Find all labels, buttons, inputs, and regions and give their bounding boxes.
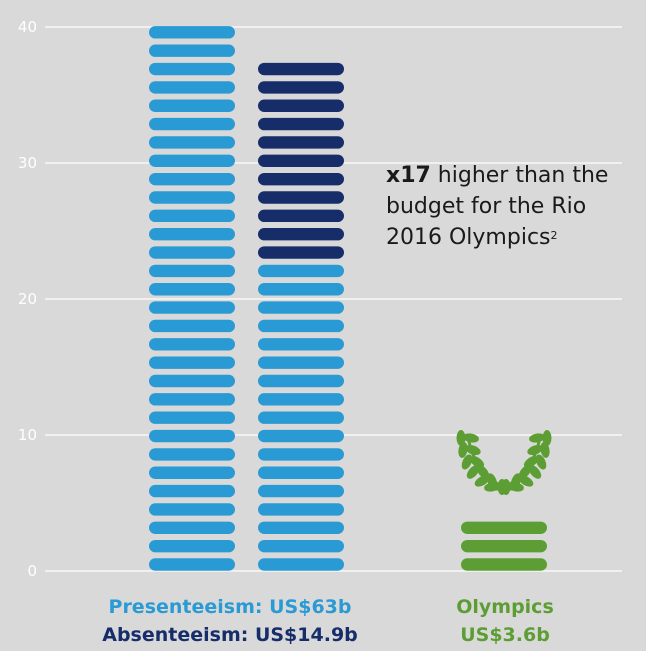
- bar-segment: [149, 172, 235, 186]
- bar-segment: [149, 283, 235, 296]
- presenteeism-label: Presenteeism: US$63b: [108, 596, 352, 618]
- bar-segment: [149, 26, 235, 39]
- bar-segment: [149, 429, 235, 443]
- absenteeism-label: Absenteeism: US$14.9b: [102, 624, 358, 646]
- olympics-value-label: US$3.6b: [460, 624, 550, 646]
- bar-segment: [149, 448, 235, 461]
- bar-segment: [258, 503, 344, 516]
- bar-segment: [258, 301, 344, 314]
- bar-segment: [258, 264, 344, 278]
- bar-segment: [258, 539, 344, 553]
- bar-segment: [149, 264, 235, 278]
- bar-segment: [258, 319, 344, 333]
- bar-segment: [149, 393, 235, 406]
- bar-segment: [149, 558, 235, 571]
- bar-segment: [258, 246, 344, 259]
- bar-segment: [149, 539, 235, 553]
- y-tick-label: 10: [18, 426, 37, 444]
- annotation-bold: x17: [386, 163, 431, 188]
- bar-segment: [258, 466, 344, 479]
- bar-segment: [149, 191, 235, 204]
- bar-segment: [149, 503, 235, 516]
- bar-segment: [258, 136, 344, 149]
- bar-segment: [258, 81, 344, 94]
- bar-segment: [149, 228, 235, 241]
- bar-segment: [258, 172, 344, 186]
- bar-segment: [461, 521, 547, 534]
- bar-segment: [258, 411, 344, 424]
- laurel-wreath-icon: [456, 430, 552, 495]
- bar-segment: [461, 539, 547, 553]
- y-tick-label: 30: [18, 154, 37, 172]
- bar-segment: [258, 154, 344, 167]
- bar-segment: [149, 44, 235, 57]
- bar-segment: [258, 117, 344, 131]
- bar-segment: [461, 558, 547, 571]
- bar-segment: [149, 301, 235, 314]
- bar-segment: [149, 117, 235, 131]
- olympics-label: Olympics: [456, 596, 554, 618]
- presenteeism-bar: [149, 26, 235, 571]
- bar-segment: [149, 62, 235, 76]
- bar-segment: [258, 99, 344, 112]
- bar-segment: [258, 521, 344, 534]
- y-tick-label: 40: [18, 18, 37, 36]
- bar-segment: [258, 374, 344, 388]
- bar-segment: [149, 209, 235, 223]
- bar-segment: [258, 558, 344, 571]
- bar-segment: [149, 411, 235, 424]
- y-tick-label: 0: [27, 562, 37, 580]
- bar-segment: [149, 356, 235, 369]
- bar-segment: [149, 338, 235, 351]
- bar-segment: [258, 191, 344, 204]
- bar-segment: [149, 374, 235, 388]
- bar-segment: [149, 246, 235, 259]
- absenteeism-bar: [258, 62, 344, 571]
- bar-segment: [149, 319, 235, 333]
- bar-segment: [258, 209, 344, 223]
- bar-segment: [258, 429, 344, 443]
- bar-segment: [149, 136, 235, 149]
- bar-segment: [149, 521, 235, 534]
- bar-segment: [258, 283, 344, 296]
- olympics-bar: [461, 521, 547, 571]
- bar-segment: [149, 99, 235, 112]
- bar-segment: [258, 62, 344, 76]
- bar-segment: [149, 154, 235, 167]
- bar-segment: [258, 448, 344, 461]
- bar-segment: [149, 484, 235, 498]
- annotation: x17 higher than the budget for the Rio 2…: [386, 160, 646, 253]
- bar-segment: [258, 356, 344, 369]
- bar-segment: [149, 81, 235, 94]
- bar-segment: [258, 393, 344, 406]
- y-tick-label: 20: [18, 290, 37, 308]
- bar-segment: [258, 228, 344, 241]
- bar-segment: [258, 484, 344, 498]
- annotation-superscript: 2: [550, 229, 558, 242]
- bar-segment: [258, 338, 344, 351]
- annotation-text: higher than the budget for the Rio 2016 …: [386, 163, 609, 250]
- bar-segment: [149, 466, 235, 479]
